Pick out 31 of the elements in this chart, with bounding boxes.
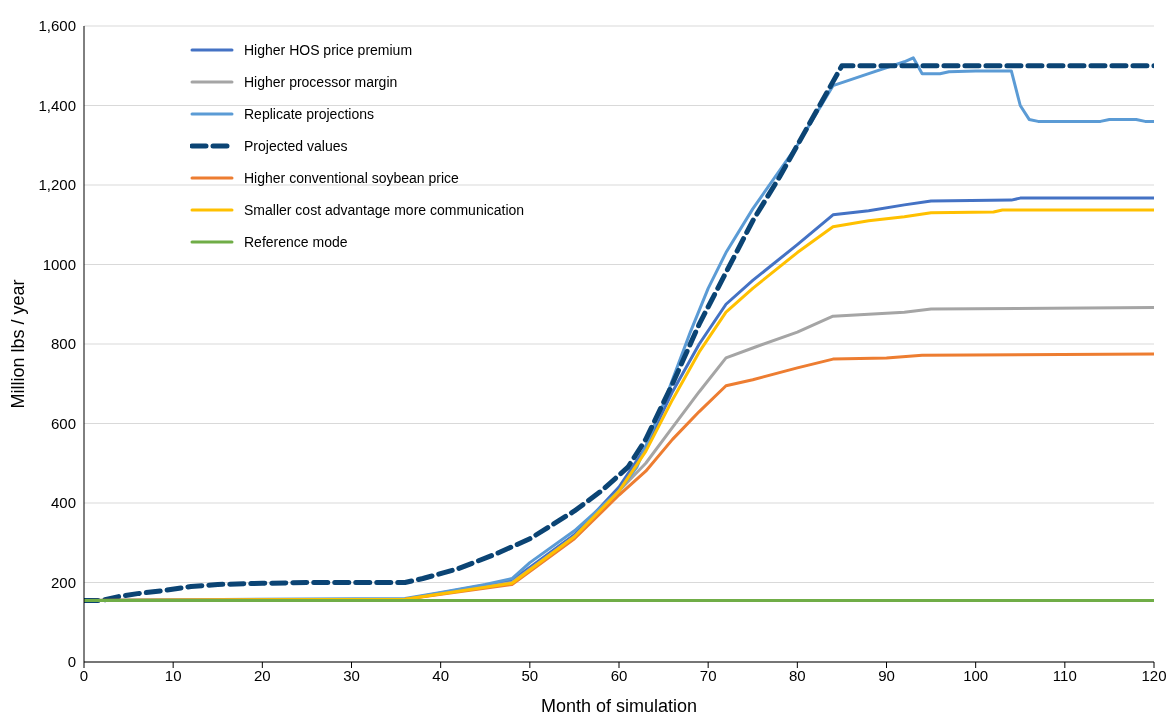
x-tick-label: 20: [253, 666, 271, 684]
legend-label: Higher HOS price premium: [244, 41, 413, 60]
y-tick-label: 200: [50, 573, 76, 591]
x-tick-label: 80: [788, 666, 806, 684]
x-tick-label: 40: [432, 666, 450, 684]
y-tick-label: 800: [50, 335, 76, 353]
x-tick-label: 110: [1052, 666, 1077, 684]
x-tick-label: 0: [79, 666, 89, 684]
y-tick-label: 1,600: [38, 17, 76, 35]
x-tick-label: 60: [610, 666, 628, 684]
legend-label: Higher processor margin: [244, 73, 398, 92]
y-tick-label: 1000: [42, 255, 76, 273]
x-tick-label: 30: [343, 666, 360, 684]
y-tick-label: 1,200: [38, 176, 76, 194]
x-axis-title: Month of simulation: [540, 696, 698, 716]
y-tick-label: 600: [50, 414, 76, 432]
legend-label: Smaller cost advantage more communication: [244, 201, 525, 220]
y-tick-label: 400: [50, 494, 76, 512]
x-tick-label: 50: [521, 666, 539, 684]
y-axis-title: Million lbs / year: [8, 279, 29, 409]
legend-label: Replicate projections: [244, 105, 374, 124]
x-tick-label: 10: [164, 666, 182, 684]
legend-label: Reference mode: [244, 233, 348, 252]
legend-label: Higher conventional soybean price: [244, 169, 459, 188]
x-tick-label: 70: [699, 666, 717, 684]
x-tick-label: 100: [963, 666, 989, 684]
legend-label: Projected values: [244, 137, 348, 156]
y-tick-label: 0: [67, 653, 76, 671]
x-tick-label: 120: [1141, 666, 1167, 684]
y-tick-label: 1,400: [38, 96, 76, 114]
x-tick-label: 90: [878, 666, 895, 684]
